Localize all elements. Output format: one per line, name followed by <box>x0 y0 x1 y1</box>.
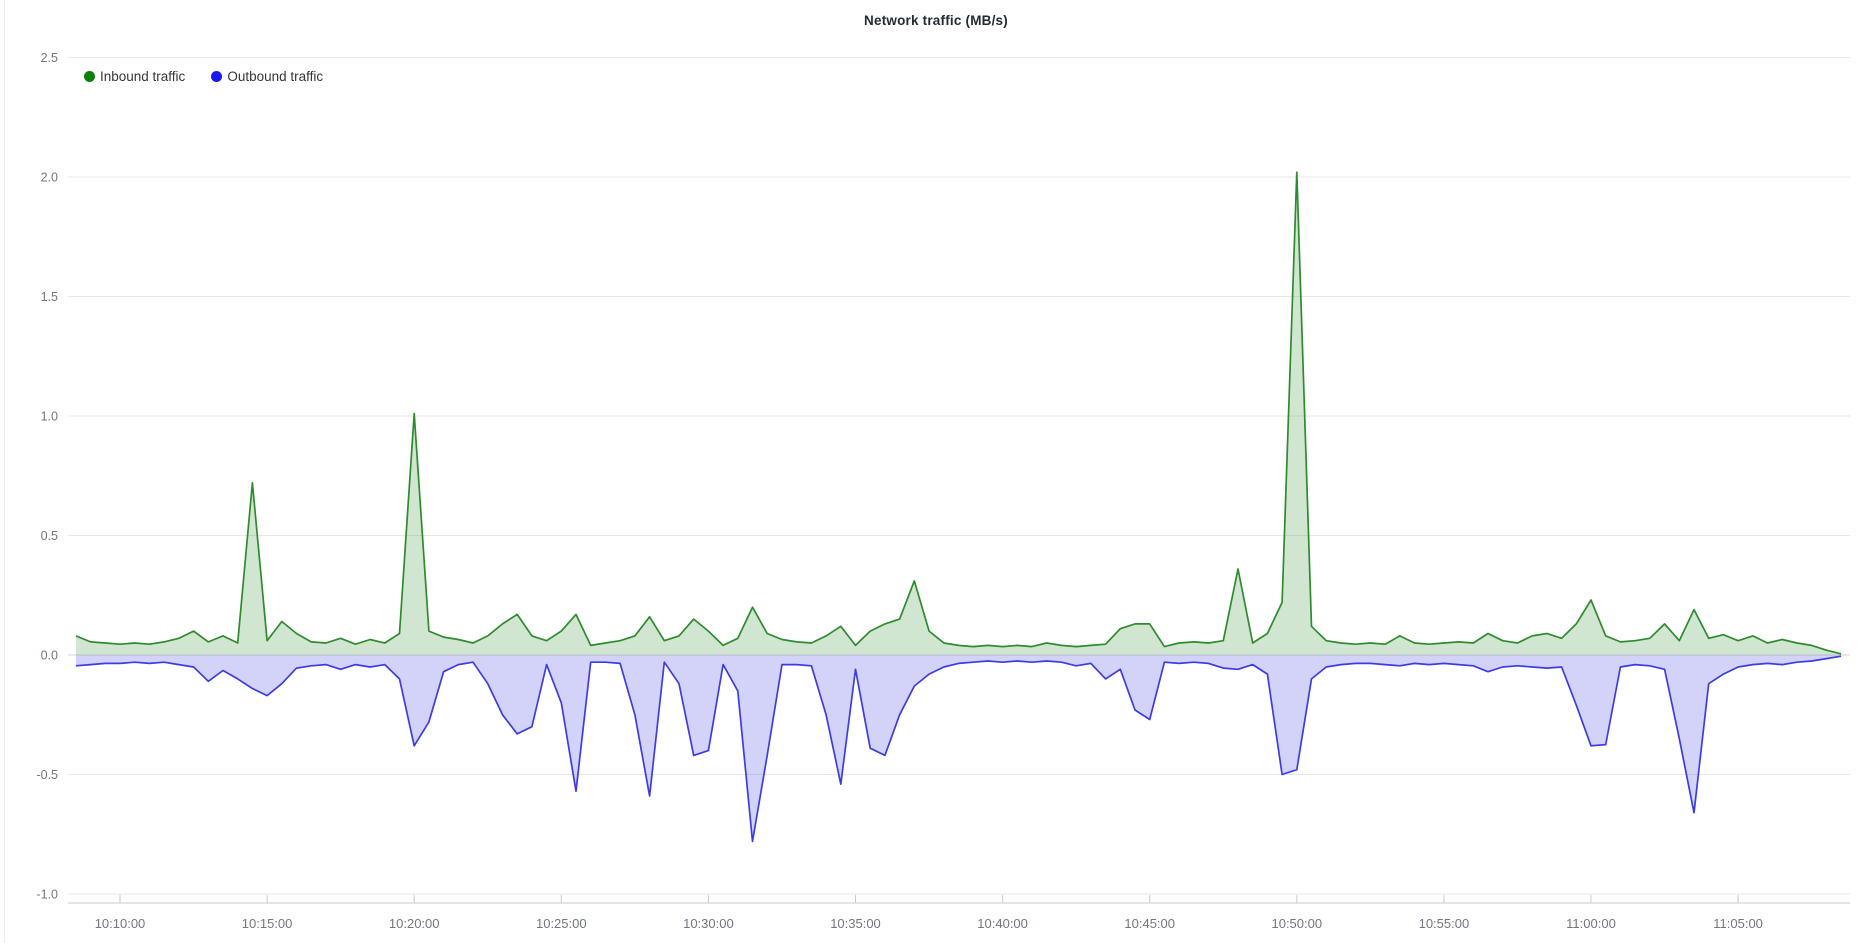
x-tick-label: 10:20:00 <box>389 916 440 931</box>
legend-item-outbound[interactable]: Outbound traffic <box>211 69 323 84</box>
outbound-line <box>75 655 1842 843</box>
chart-title: Network traffic (MB/s) <box>864 13 1008 28</box>
x-tick-label: 10:25:00 <box>536 916 587 931</box>
x-tick-label: 10:10:00 <box>95 916 146 931</box>
y-tick-label: 2.0 <box>41 171 58 185</box>
inbound-legend-dot-icon <box>84 71 95 82</box>
y-tick-label: 1.5 <box>41 290 58 304</box>
x-tick-label: 10:40:00 <box>977 916 1028 931</box>
y-tick-label: 0.5 <box>41 529 58 543</box>
outbound-area <box>75 655 1842 842</box>
y-tick-label: 2.5 <box>41 51 58 65</box>
x-tick-label: 10:55:00 <box>1419 916 1470 931</box>
legend-item-label-inbound: Inbound traffic <box>100 69 186 84</box>
x-tick-label: 10:15:00 <box>242 916 293 931</box>
y-tick-label: 1.0 <box>41 410 58 424</box>
y-tick-label: -0.5 <box>36 768 58 782</box>
y-tick-label: 0.0 <box>41 649 58 663</box>
inbound-area <box>75 172 1842 655</box>
outbound-legend-dot-icon <box>211 71 223 82</box>
x-tick-label: 10:30:00 <box>683 916 734 931</box>
x-tick-label: 10:50:00 <box>1271 916 1322 931</box>
y-tick-label: -1.0 <box>36 888 58 902</box>
chart-legend: Inbound traffic Outbound traffic <box>84 69 323 84</box>
legend-item-inbound[interactable]: Inbound traffic <box>84 69 185 84</box>
x-tick-label: 11:05:00 <box>1713 916 1763 931</box>
x-tick-label: 10:45:00 <box>1124 916 1175 931</box>
x-tick-label: 10:35:00 <box>830 916 881 931</box>
inbound-line <box>75 171 1842 655</box>
panel-left-border <box>4 0 5 943</box>
x-tick-label: 11:00:00 <box>1566 916 1616 931</box>
legend-item-label-outbound: Outbound traffic <box>227 69 324 84</box>
